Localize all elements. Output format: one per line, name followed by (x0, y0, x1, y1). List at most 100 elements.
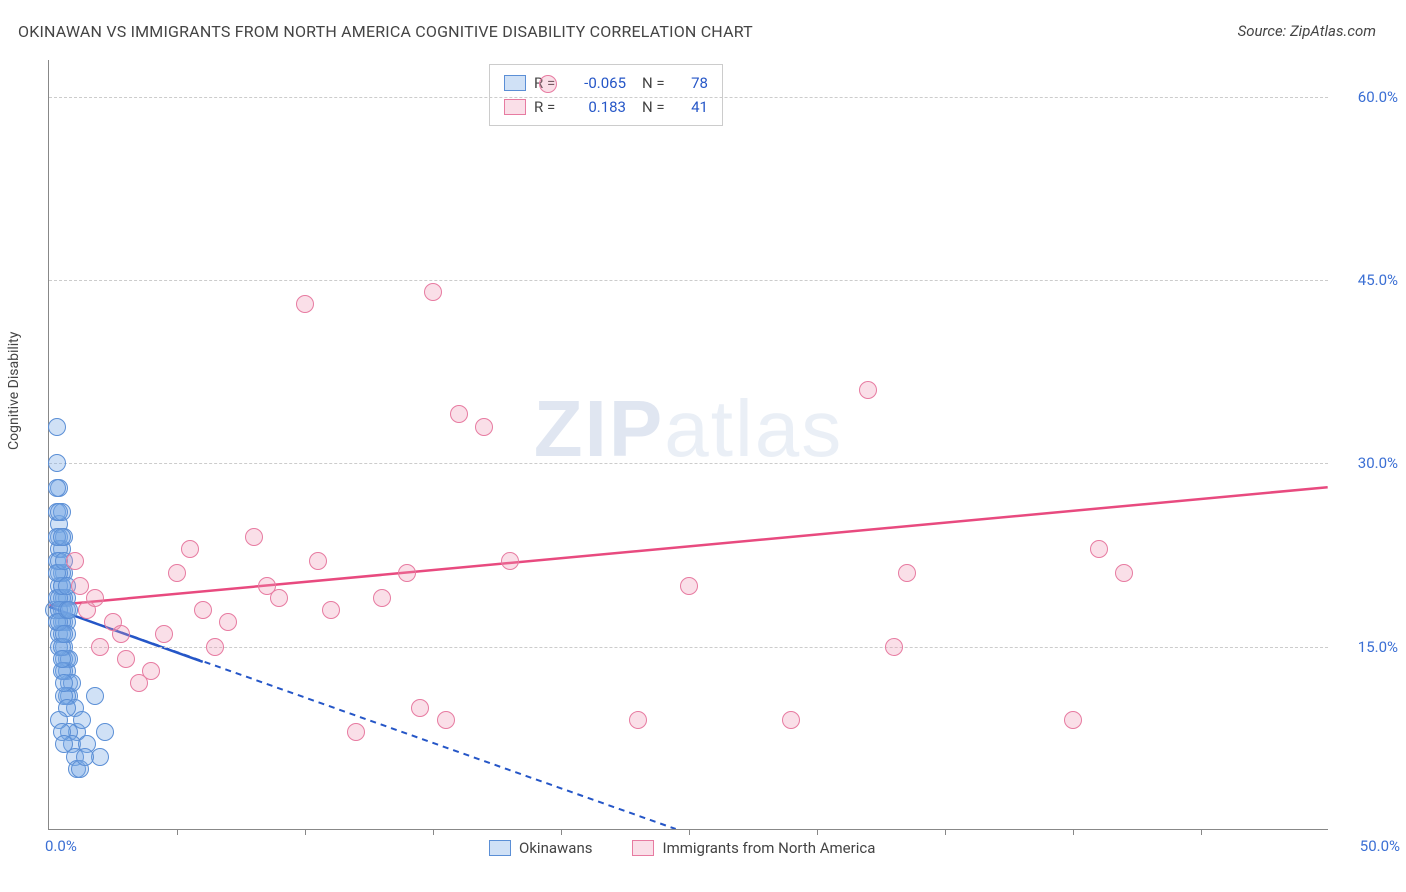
data-point (91, 638, 109, 656)
legend-n-label: N = (642, 74, 670, 92)
x-tick (177, 829, 178, 835)
legend-stats-row-1: R = -0.065 N = 78 (504, 71, 708, 95)
gridline (49, 280, 1328, 281)
data-point (60, 601, 78, 619)
data-point (71, 577, 89, 595)
data-point (53, 528, 71, 546)
legend-r-value-2: 0.183 (572, 98, 626, 116)
data-point (86, 589, 104, 607)
data-point (86, 687, 104, 705)
legend-stats: R = -0.065 N = 78 R = 0.183 N = 41 (489, 64, 723, 126)
data-point (206, 638, 224, 656)
legend-stats-row-2: R = 0.183 N = 41 (504, 95, 708, 119)
y-tick-label: 30.0% (1338, 454, 1398, 472)
x-tick (561, 829, 562, 835)
y-tick-label: 15.0% (1338, 638, 1398, 656)
trend-lines-svg (49, 60, 1328, 829)
data-point (155, 625, 173, 643)
data-point (48, 454, 66, 472)
x-tick (1201, 829, 1202, 835)
data-point (112, 625, 130, 643)
data-point (142, 662, 160, 680)
watermark-light: atlas (664, 384, 843, 473)
swatch-series-1 (504, 75, 526, 91)
watermark-bold: ZIP (534, 384, 664, 473)
data-point (373, 589, 391, 607)
data-point (55, 735, 73, 753)
data-point (347, 723, 365, 741)
legend-label-1: Okinawans (519, 839, 592, 857)
data-point (168, 564, 186, 582)
x-tick (689, 829, 690, 835)
data-point (245, 528, 263, 546)
source-label: Source: (1238, 22, 1287, 40)
y-axis-label: Cognitive Disability (6, 332, 22, 450)
data-point (782, 711, 800, 729)
x-tick (817, 829, 818, 835)
gridline (49, 463, 1328, 464)
data-point (96, 723, 114, 741)
source-attribution: Source: ZipAtlas.com (1238, 22, 1376, 40)
data-point (270, 589, 288, 607)
x-tick (1073, 829, 1074, 835)
y-tick-label: 45.0% (1338, 271, 1398, 289)
data-point (53, 650, 71, 668)
data-point (66, 552, 84, 570)
y-tick-label: 60.0% (1338, 88, 1398, 106)
data-point (117, 650, 135, 668)
swatch-series-1 (489, 840, 511, 856)
legend-item-1: Okinawans (489, 839, 592, 857)
x-tick (945, 829, 946, 835)
legend-n-label: N = (642, 98, 670, 116)
data-point (219, 613, 237, 631)
legend-series: Okinawans Immigrants from North America (489, 839, 875, 857)
legend-r-label: R = (534, 98, 564, 116)
data-point (91, 748, 109, 766)
legend-r-value-1: -0.065 (572, 74, 626, 92)
data-point (680, 577, 698, 595)
data-point (48, 479, 66, 497)
swatch-series-2 (504, 99, 526, 115)
x-tick (305, 829, 306, 835)
watermark-text: ZIPatlas (534, 383, 843, 475)
data-point (859, 381, 877, 399)
data-point (55, 625, 73, 643)
data-point (424, 283, 442, 301)
legend-item-2: Immigrants from North America (632, 839, 875, 857)
data-point (885, 638, 903, 656)
data-point (309, 552, 327, 570)
data-point (181, 540, 199, 558)
data-point (1090, 540, 1108, 558)
gridline (49, 647, 1328, 648)
data-point (398, 564, 416, 582)
legend-label-2: Immigrants from North America (662, 839, 875, 857)
data-point (898, 564, 916, 582)
data-point (1064, 711, 1082, 729)
gridline (49, 97, 1328, 98)
data-point (73, 711, 91, 729)
data-point (322, 601, 340, 619)
source-value: ZipAtlas.com (1290, 22, 1376, 40)
x-tick (433, 829, 434, 835)
data-point (629, 711, 647, 729)
data-point (539, 75, 557, 93)
x-tick-max: 50.0% (1340, 837, 1400, 855)
data-point (296, 295, 314, 313)
x-tick-min: 0.0% (45, 837, 77, 855)
data-point (437, 711, 455, 729)
legend-n-value-1: 78 (678, 74, 708, 92)
data-point (475, 418, 493, 436)
legend-n-value-2: 41 (678, 98, 708, 116)
swatch-series-2 (632, 840, 654, 856)
data-point (1115, 564, 1133, 582)
data-point (450, 405, 468, 423)
data-point (501, 552, 519, 570)
chart-title: OKINAWAN VS IMMIGRANTS FROM NORTH AMERIC… (18, 22, 753, 41)
data-point (411, 699, 429, 717)
data-point (194, 601, 212, 619)
data-point (55, 674, 73, 692)
data-point (50, 503, 68, 521)
data-point (48, 418, 66, 436)
data-point (76, 748, 94, 766)
plot-area: ZIPatlas R = -0.065 N = 78 R = 0.183 N =… (48, 60, 1328, 830)
